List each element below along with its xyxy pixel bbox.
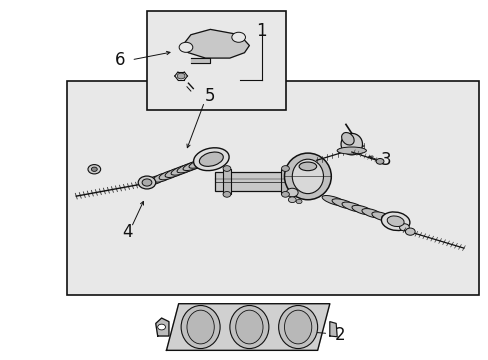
Ellipse shape <box>371 212 390 221</box>
Ellipse shape <box>153 173 172 182</box>
Ellipse shape <box>381 212 409 230</box>
Ellipse shape <box>340 134 362 155</box>
Ellipse shape <box>235 310 263 344</box>
Circle shape <box>142 179 152 186</box>
Text: 5: 5 <box>204 87 215 105</box>
Text: 1: 1 <box>256 22 266 40</box>
Circle shape <box>138 176 156 189</box>
Bar <box>147 12 285 110</box>
Ellipse shape <box>147 176 164 184</box>
Circle shape <box>288 197 296 203</box>
Circle shape <box>177 73 184 79</box>
Bar <box>281 168 289 194</box>
Ellipse shape <box>199 152 223 166</box>
Ellipse shape <box>331 199 355 209</box>
Ellipse shape <box>171 165 194 175</box>
Text: 2: 2 <box>334 326 344 344</box>
Ellipse shape <box>322 195 346 206</box>
Circle shape <box>179 42 192 52</box>
Ellipse shape <box>341 202 364 212</box>
Ellipse shape <box>361 208 382 218</box>
Text: 3: 3 <box>380 151 390 169</box>
Polygon shape <box>156 318 168 336</box>
Ellipse shape <box>278 306 317 348</box>
Ellipse shape <box>299 162 316 171</box>
Bar <box>66 81 478 295</box>
Polygon shape <box>181 30 249 58</box>
Ellipse shape <box>284 153 330 200</box>
Circle shape <box>286 188 298 197</box>
Bar <box>215 172 298 192</box>
Circle shape <box>231 32 245 42</box>
Text: 6: 6 <box>115 51 125 69</box>
Ellipse shape <box>381 215 399 224</box>
Ellipse shape <box>159 170 179 180</box>
Polygon shape <box>329 321 336 337</box>
Bar <box>222 168 231 194</box>
Circle shape <box>399 224 408 231</box>
Ellipse shape <box>165 167 186 177</box>
Circle shape <box>158 324 165 330</box>
Ellipse shape <box>186 310 214 344</box>
Ellipse shape <box>177 162 202 173</box>
Ellipse shape <box>189 156 217 168</box>
Circle shape <box>281 166 289 171</box>
Circle shape <box>223 192 230 197</box>
Ellipse shape <box>386 216 403 226</box>
Circle shape <box>223 166 230 171</box>
Circle shape <box>88 165 101 174</box>
Circle shape <box>405 228 414 235</box>
Ellipse shape <box>351 205 373 215</box>
Text: 4: 4 <box>122 223 132 241</box>
Ellipse shape <box>336 147 366 154</box>
Circle shape <box>91 167 97 171</box>
Ellipse shape <box>341 132 353 145</box>
Ellipse shape <box>292 159 323 194</box>
Ellipse shape <box>375 158 383 164</box>
Circle shape <box>296 199 302 204</box>
Ellipse shape <box>183 159 209 171</box>
Ellipse shape <box>193 148 229 171</box>
Ellipse shape <box>284 310 311 344</box>
Circle shape <box>281 192 289 197</box>
Polygon shape <box>166 304 329 350</box>
Polygon shape <box>190 58 210 63</box>
Ellipse shape <box>229 306 268 348</box>
Ellipse shape <box>181 306 220 348</box>
